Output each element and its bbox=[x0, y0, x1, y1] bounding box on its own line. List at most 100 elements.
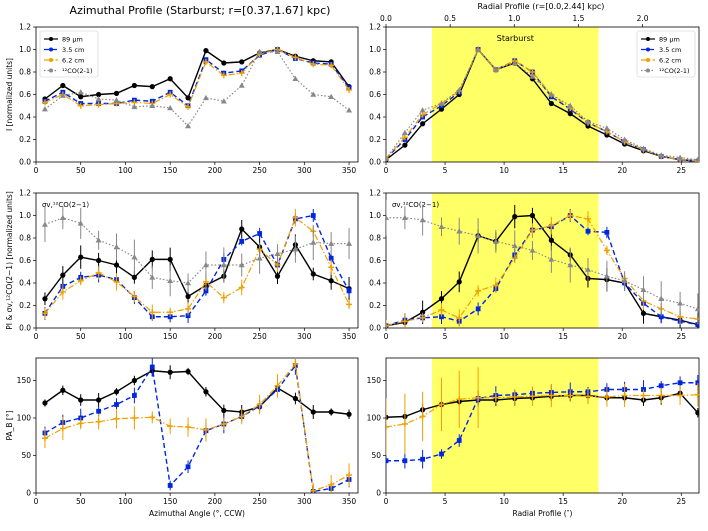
data-point bbox=[658, 383, 664, 389]
legend-label: 3.5 cm bbox=[62, 46, 84, 54]
legend-label: 89 μm bbox=[659, 36, 680, 44]
y-tick-label: 1.2 bbox=[369, 189, 381, 198]
data-point bbox=[456, 396, 463, 403]
x-tick-label: 250 bbox=[252, 332, 267, 341]
data-point bbox=[456, 314, 463, 321]
data-point bbox=[185, 368, 191, 375]
data-point bbox=[585, 228, 591, 234]
data-point bbox=[96, 91, 102, 98]
data-point bbox=[167, 105, 174, 111]
data-point bbox=[401, 129, 408, 135]
data-point bbox=[77, 420, 84, 427]
y-tick-label: 150 bbox=[367, 376, 382, 385]
data-point bbox=[386, 214, 389, 220]
data-point bbox=[149, 256, 155, 262]
data-point bbox=[640, 392, 647, 399]
data-point bbox=[548, 222, 555, 229]
x-tick-label: 0 bbox=[384, 332, 389, 341]
x-tick-label: 25 bbox=[677, 166, 687, 175]
data-point bbox=[584, 266, 591, 272]
data-point bbox=[256, 255, 263, 261]
panels: 0 50 100 150 200 250 300 3500.00.20.40.60.81.01… bbox=[5, 14, 700, 518]
data-point bbox=[677, 154, 684, 160]
x-tick-label: 20 bbox=[617, 166, 627, 175]
data-point bbox=[256, 401, 263, 408]
data-point bbox=[113, 262, 120, 268]
legend-label: ¹²CO(2-1) bbox=[62, 67, 93, 75]
data-point bbox=[238, 284, 245, 291]
x-axis-label: Radial Profile (″) bbox=[513, 509, 573, 518]
data-point bbox=[640, 310, 647, 316]
axes-frame bbox=[35, 192, 359, 329]
data-point bbox=[60, 272, 66, 278]
data-point bbox=[149, 364, 155, 370]
top-x-tick-label: 0.0 bbox=[380, 14, 392, 23]
data-point bbox=[567, 111, 573, 117]
y-tick-label: 0.0 bbox=[369, 158, 381, 167]
data-point bbox=[695, 380, 699, 386]
x-tick-label: 100 bbox=[118, 166, 133, 175]
data-point bbox=[438, 401, 445, 408]
data-point bbox=[386, 155, 389, 161]
sigma-annotation: σv,¹²CO(2−1) bbox=[42, 201, 89, 209]
data-point bbox=[167, 423, 174, 430]
x-tick-label: 10 bbox=[499, 332, 509, 341]
data-point bbox=[438, 100, 445, 106]
x-tick-label: 5 bbox=[443, 497, 448, 506]
data-point bbox=[274, 250, 281, 256]
series-line bbox=[44, 51, 350, 127]
series-line bbox=[386, 214, 698, 327]
data-point bbox=[78, 254, 84, 260]
data-point bbox=[131, 82, 137, 89]
data-point bbox=[149, 102, 156, 108]
data-point bbox=[238, 262, 245, 268]
top-x-tick-label: 1.5 bbox=[572, 14, 584, 23]
data-point bbox=[584, 118, 591, 124]
panel-az_PI: 0 50 100 150 200 250 300 350 0.0 0.2 0.4 0.6 0.8 1.0 1… bbox=[5, 189, 359, 341]
y-tick-label: 1.0 bbox=[19, 45, 31, 54]
panel-az_I: 0 50 100 150 200 250 300 350 0.0 0.2 0.4 0.6 0.8 1.0 1… bbox=[5, 23, 359, 175]
data-point bbox=[274, 382, 281, 389]
x-tick-label: 300 bbox=[297, 166, 312, 175]
data-point bbox=[238, 70, 245, 77]
data-point bbox=[113, 244, 120, 250]
y-tick-label: 0.4 bbox=[369, 279, 381, 288]
data-point bbox=[584, 393, 591, 400]
data-point bbox=[113, 90, 120, 96]
data-point bbox=[419, 111, 426, 118]
series-line bbox=[386, 392, 699, 418]
data-point bbox=[220, 262, 227, 268]
data-point bbox=[695, 410, 699, 416]
data-point bbox=[401, 421, 408, 427]
data-point bbox=[292, 361, 299, 367]
data-point bbox=[78, 397, 84, 403]
data-point bbox=[96, 257, 102, 264]
x-tick-label: 0 bbox=[34, 332, 39, 341]
data-point bbox=[185, 123, 192, 129]
data-point bbox=[220, 98, 227, 104]
data-point bbox=[41, 310, 48, 317]
x-tick-label: 15 bbox=[558, 332, 568, 341]
series-line bbox=[44, 362, 350, 492]
data-point bbox=[202, 262, 209, 268]
series--CO-2-1- bbox=[41, 48, 353, 129]
series-89-m bbox=[42, 364, 352, 419]
y-tick-label: 1.0 bbox=[369, 211, 381, 220]
series-line bbox=[44, 48, 350, 107]
data-point bbox=[346, 107, 353, 113]
y-tick-label: 0.6 bbox=[19, 256, 31, 265]
data-point bbox=[419, 413, 426, 420]
y-tick-label: 100 bbox=[367, 414, 382, 423]
y-tick-label: 0.6 bbox=[369, 256, 381, 265]
data-point bbox=[346, 301, 353, 308]
data-point bbox=[621, 392, 628, 399]
data-point bbox=[604, 229, 610, 235]
data-point bbox=[346, 411, 352, 417]
legend-marker bbox=[49, 37, 53, 41]
data-point bbox=[167, 76, 173, 82]
legend-label: 89 μm bbox=[62, 36, 83, 44]
y-tick-label: 0.8 bbox=[369, 68, 381, 77]
x-tick-label: 350 bbox=[342, 497, 357, 506]
legend-marker bbox=[646, 47, 650, 52]
